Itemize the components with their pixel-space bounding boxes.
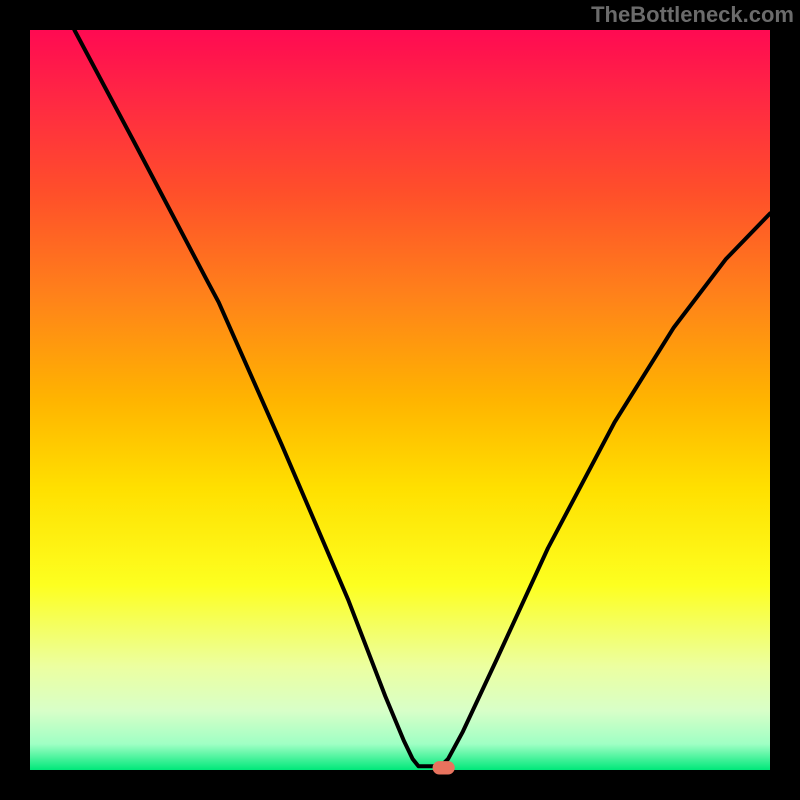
chart-svg-host — [0, 0, 800, 800]
chart-container: TheBottleneck.com — [0, 0, 800, 800]
sweet-spot-marker — [433, 761, 455, 774]
plot-gradient — [30, 30, 770, 770]
chart-svg — [0, 0, 800, 800]
